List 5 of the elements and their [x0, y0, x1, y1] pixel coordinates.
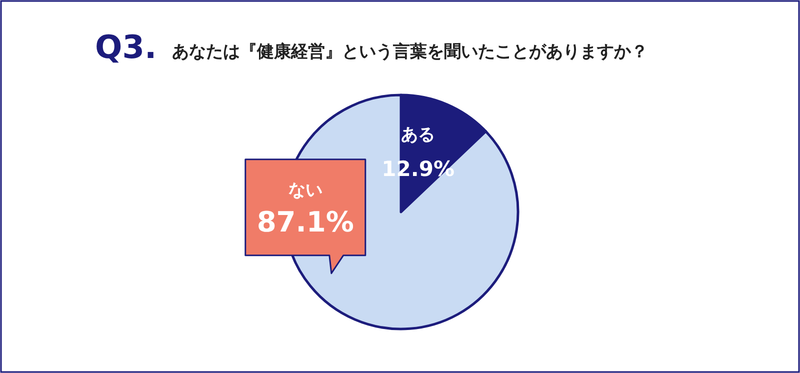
- data-label: 87.1%: [256, 205, 354, 238]
- slice-label: ない: [288, 180, 322, 200]
- slice-label: ある: [401, 125, 436, 146]
- chart-subtitle: あなたは『健康経営』という言葉を聞いたことがありますか？: [172, 42, 648, 62]
- chart-title: Q3.: [95, 28, 157, 66]
